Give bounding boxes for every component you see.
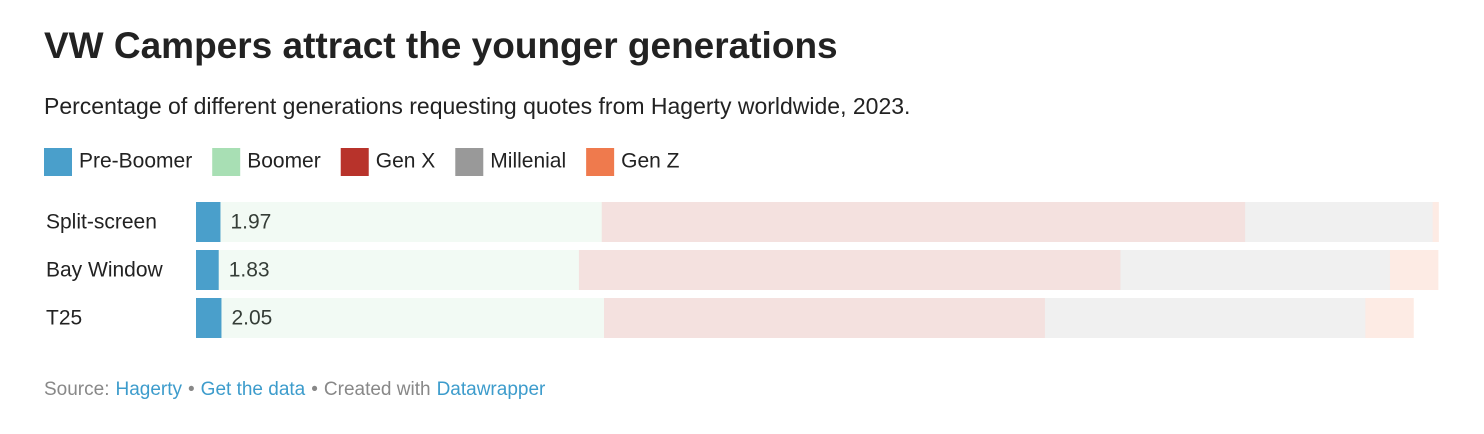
footer-text: Created with (324, 379, 431, 400)
bar-segment (1389, 250, 1439, 290)
bar-segment (1245, 202, 1433, 242)
legend-swatch (586, 148, 615, 176)
bar-segment (196, 202, 221, 242)
plot: Split-screen 1.97 Bay Window 1.83 T25 2.05 (46, 202, 1439, 338)
legend-swatch (44, 148, 72, 176)
legend-label: Gen Z (621, 150, 680, 173)
chart-title: VW Campers attract the younger generatio… (44, 25, 838, 66)
bar-segment (221, 298, 604, 338)
legend-label: Pre-Boomer (79, 150, 192, 173)
legend-swatch (212, 148, 241, 176)
footer-link[interactable]: Datawrapper (437, 379, 546, 400)
legend: Pre-Boomer Boomer Gen X Millenial Gen Z (44, 148, 680, 176)
bar-segment (603, 298, 1045, 338)
value-label: 1.83 (229, 259, 270, 282)
bar-segment (1044, 298, 1366, 338)
footer-text: • (188, 379, 195, 400)
bar-segment (220, 202, 602, 242)
bar-segment (578, 250, 1121, 290)
bar-segment (196, 250, 219, 290)
bar-segment (1432, 202, 1439, 242)
legend-swatch (340, 148, 369, 176)
bar-segment (196, 298, 222, 338)
bar-segment (1365, 298, 1414, 338)
legend-label: Boomer (247, 150, 321, 173)
footer-text: Source: (44, 379, 109, 400)
value-label: 1.97 (230, 211, 271, 234)
category-label: Bay Window (46, 259, 164, 282)
bar-segment (601, 202, 1246, 242)
chart-subtitle: Percentage of different generations requ… (44, 93, 910, 119)
bar-segment (1120, 250, 1390, 290)
category-label: T25 (46, 307, 82, 330)
value-label: 2.05 (231, 307, 272, 330)
bar-segment (218, 250, 579, 290)
legend-swatch (455, 148, 484, 176)
legend-label: Millenial (490, 150, 566, 173)
footer: Source: Hagerty • Get the data • Created with… (44, 379, 546, 400)
footer-link[interactable]: Get the data (201, 379, 306, 400)
footer-text: • (311, 379, 318, 400)
category-label: Split-screen (46, 211, 157, 234)
footer-link[interactable]: Hagerty (115, 379, 182, 400)
legend-label: Gen X (376, 150, 436, 173)
